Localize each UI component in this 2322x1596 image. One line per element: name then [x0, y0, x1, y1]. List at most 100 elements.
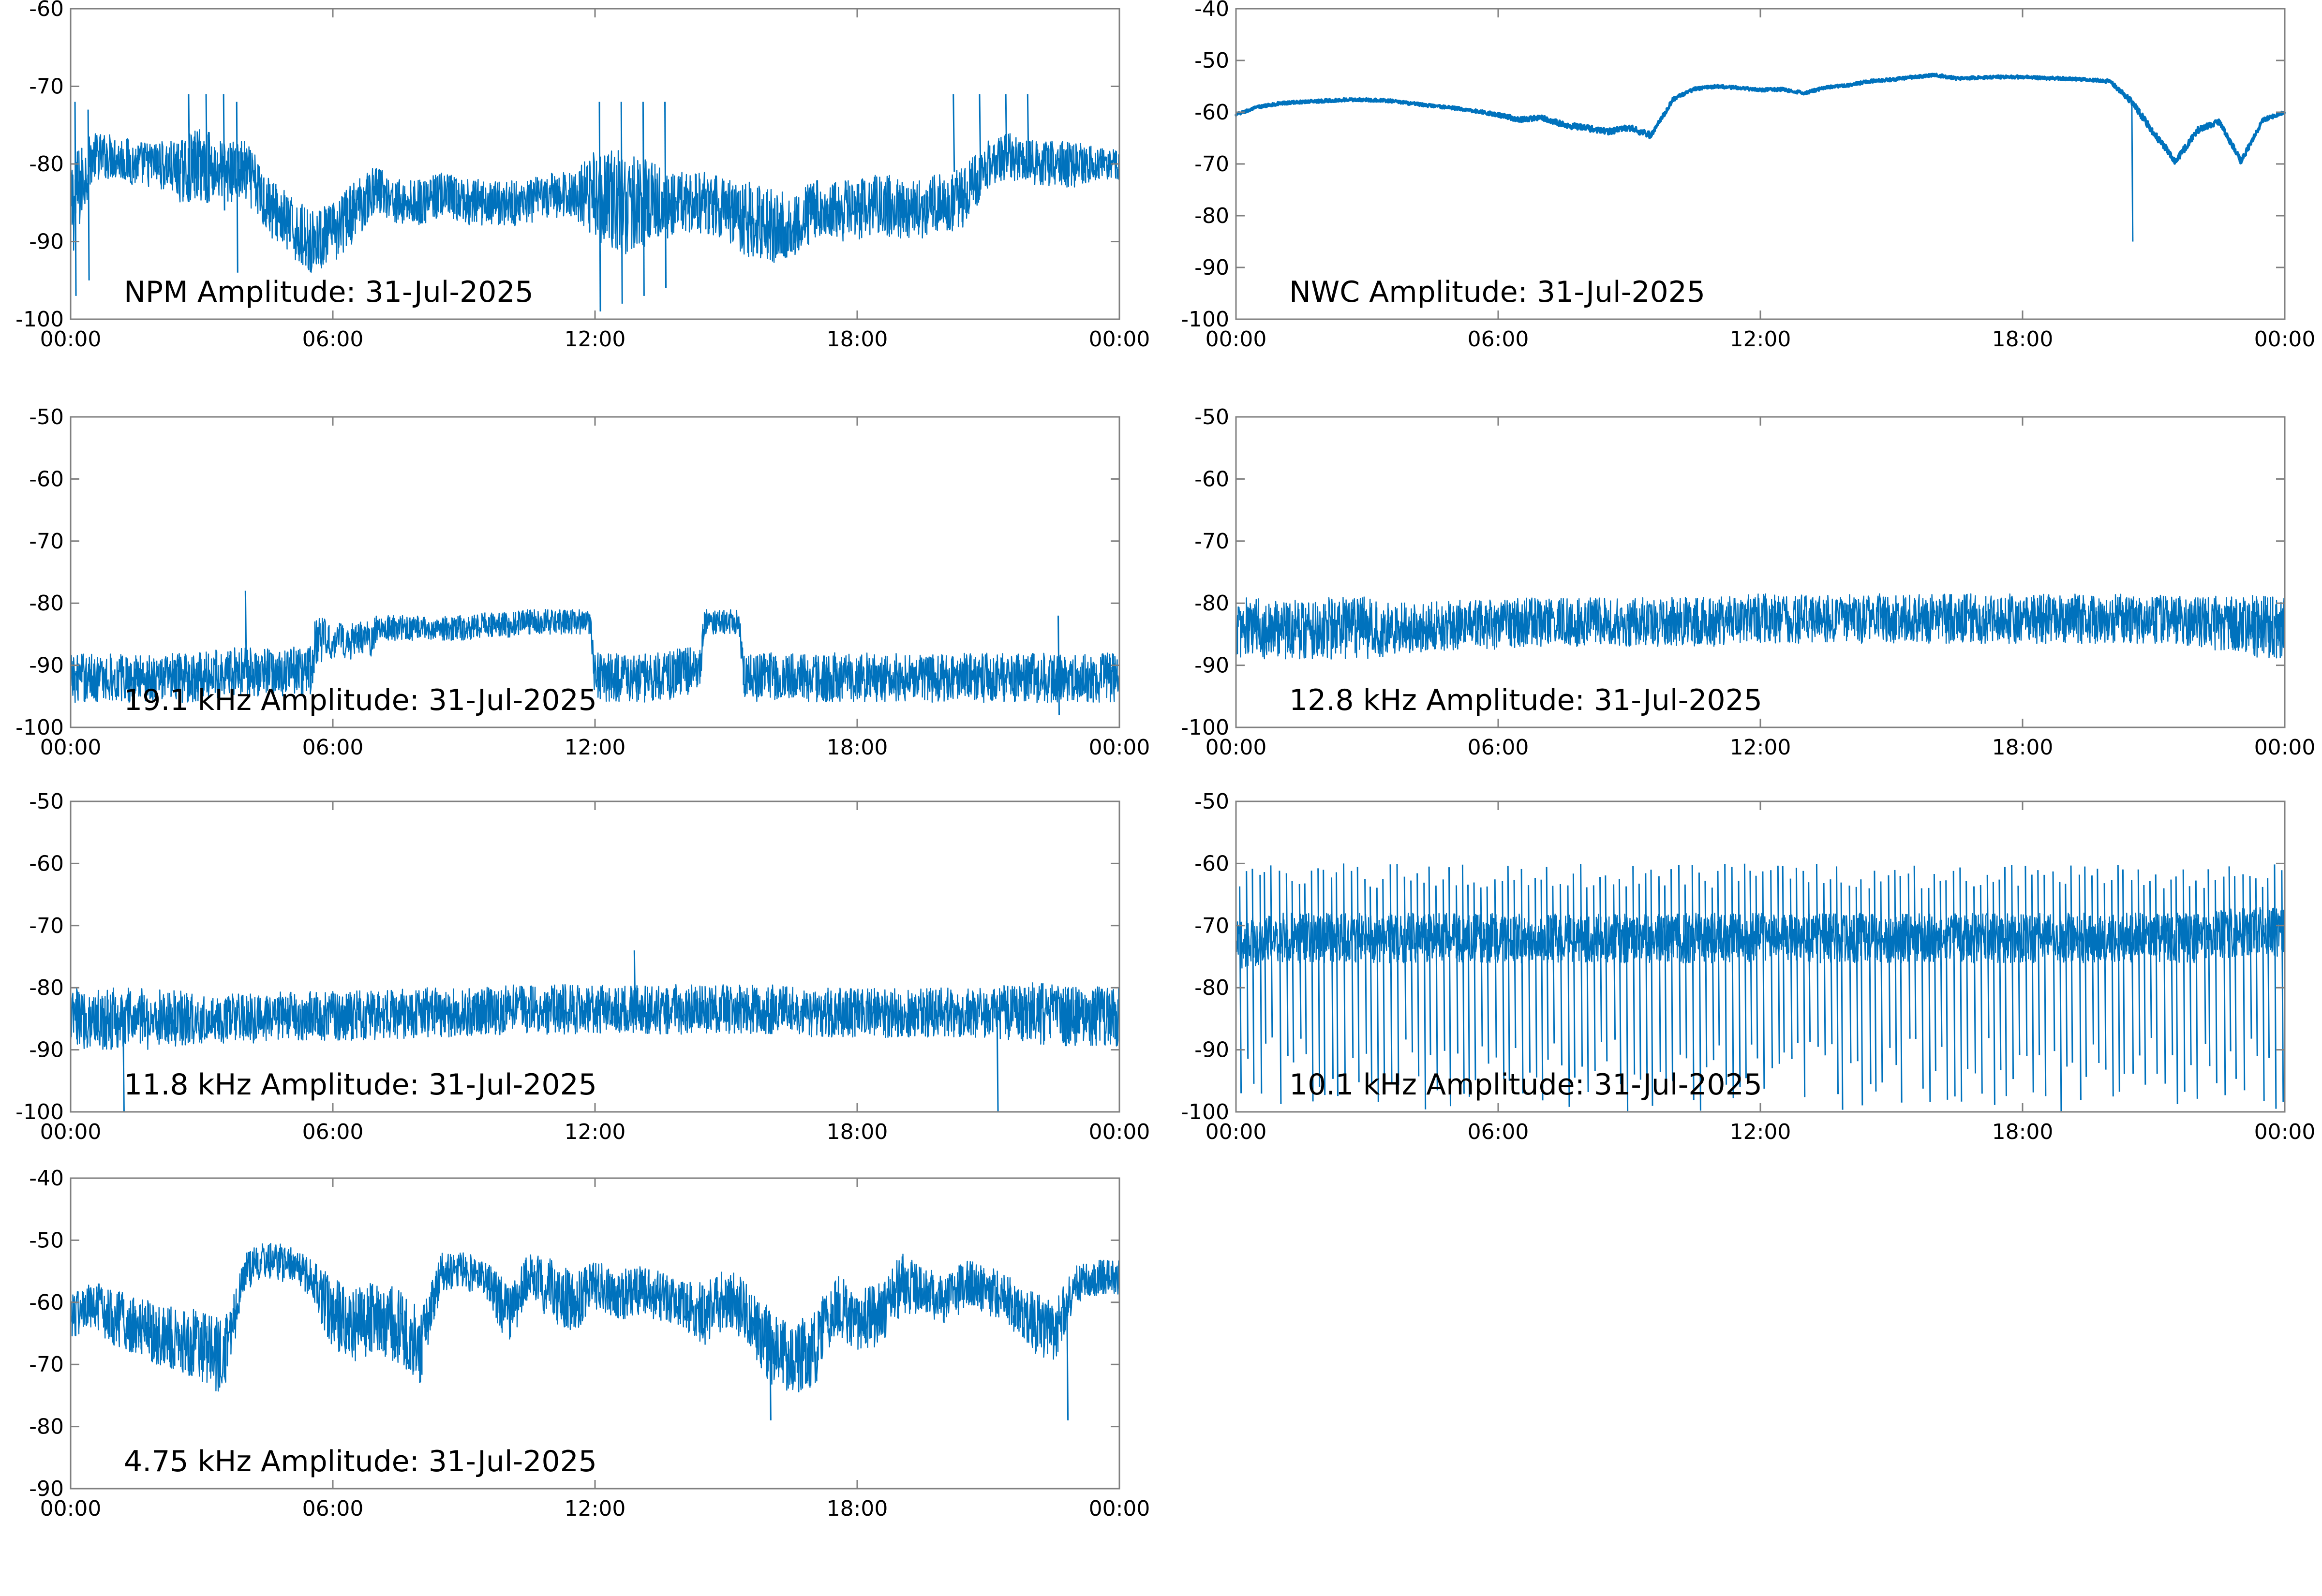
signal-line	[1235, 907, 2286, 969]
y-tick-label: -90	[29, 230, 64, 254]
signal-spike	[188, 94, 191, 195]
x-tick-label: 00:00	[2254, 735, 2316, 760]
signal-spike	[87, 109, 90, 281]
x-tick-label: 12:00	[565, 327, 626, 352]
panel-12-8-khz: 00:00 06:00 12:00 18:00 00:00 -50 -60 -70 -80 -90…	[1181, 405, 2315, 760]
signal-spike	[598, 102, 601, 311]
19-1-khz-panel-title: 19.1 kHz Amplitude: 31-Jul-2025	[124, 683, 597, 717]
signal-spike	[620, 102, 623, 304]
4-75-khz-panel-title: 4.75 kHz Amplitude: 31-Jul-2025	[124, 1445, 597, 1478]
y-tick-label: -50	[1194, 405, 1229, 429]
y-tick-label: -80	[1194, 204, 1229, 228]
signal-spike	[1027, 94, 1029, 172]
y-tick-label: -100	[15, 307, 64, 332]
x-tick-label: 00:00	[2254, 327, 2316, 352]
signal-spike	[236, 102, 238, 273]
x-tick-label: 12:00	[1730, 735, 1791, 760]
y-tick-label: -70	[29, 1352, 64, 1377]
y-tick-label: -90	[1194, 255, 1229, 280]
y-tick-label: -60	[29, 851, 64, 876]
signal-line	[70, 982, 1120, 1050]
x-tick-label: 18:00	[1992, 327, 2054, 352]
y-tick-label: -90	[29, 1477, 64, 1501]
signal-spike	[1057, 615, 1060, 715]
x-tick-label: 12:00	[565, 735, 626, 760]
y-tick-label: -80	[29, 975, 64, 1000]
x-tick-label: 18:00	[827, 327, 888, 352]
signal-spike	[1005, 94, 1008, 172]
signal-line	[70, 129, 1120, 273]
y-tick-label: -80	[29, 1415, 64, 1439]
x-tick-label: 18:00	[1992, 735, 2054, 760]
x-tick-label: 00:00	[2254, 1120, 2316, 1144]
y-tick-label: -100	[15, 1100, 64, 1124]
signal-spike	[979, 94, 982, 172]
panel-19-1-khz: 00:00 06:00 12:00 18:00 00:00 -50 -60 -70 -80 -90…	[15, 405, 1150, 760]
12-8-khz-axis-ticks: 00:00 06:00 12:00 18:00 00:00 -50 -60 -70 -80 -90…	[1181, 405, 2315, 760]
panel-npm: 00:00 06:00 12:00 18:00 00:00 -60 -70 -80 -90 -10…	[15, 0, 1150, 352]
x-tick-label: 06:00	[1468, 735, 1529, 760]
signal-line	[70, 1242, 1120, 1393]
x-tick-label: 00:00	[1089, 1496, 1150, 1521]
signal-spike	[223, 94, 225, 211]
y-tick-label: -70	[29, 914, 64, 938]
x-tick-label: 12:00	[565, 1120, 626, 1144]
y-tick-label: -40	[1194, 0, 1229, 21]
y-tick-label: -100	[15, 715, 64, 740]
12-8-khz-signal-trace	[1235, 593, 2286, 660]
y-tick-label: -90	[1194, 653, 1229, 678]
nwc-axis-ticks: 00:00 06:00 12:00 18:00 00:00 -40 -50 -60 -70 -80…	[1181, 0, 2315, 352]
signal-spike	[2131, 102, 2134, 242]
y-tick-label: -50	[29, 789, 64, 814]
10-1-khz-axis-ticks: 00:00 06:00 12:00 18:00 00:00 -50 -60 -70 -80 -90…	[1181, 789, 2315, 1144]
x-tick-label: 06:00	[1468, 1120, 1529, 1144]
signal-spike	[122, 1012, 125, 1112]
x-tick-label: 00:00	[40, 735, 102, 760]
y-tick-label: -50	[29, 405, 64, 429]
y-tick-label: -90	[29, 653, 64, 678]
y-tick-label: -60	[29, 0, 64, 21]
x-tick-label: 06:00	[302, 735, 364, 760]
signal-spike	[664, 102, 667, 288]
x-tick-label: 06:00	[302, 1120, 364, 1144]
x-tick-label: 00:00	[40, 1496, 102, 1521]
10-1-khz-signal-trace	[1235, 863, 2286, 1111]
x-tick-label: 00:00	[1206, 1120, 1267, 1144]
y-tick-label: -100	[1181, 715, 1229, 740]
y-tick-label: -40	[29, 1166, 64, 1191]
panel-11-8-khz: 00:00 06:00 12:00 18:00 00:00 -50 -60 -70 -80 -90…	[15, 789, 1150, 1144]
y-tick-label: -50	[1194, 48, 1229, 73]
4-75-khz-axis-ticks: 00:00 06:00 12:00 18:00 00:00 -40 -50 -60 -70 -80…	[29, 1166, 1150, 1521]
y-tick-label: -80	[29, 152, 64, 177]
y-tick-label: -80	[29, 591, 64, 616]
y-tick-label: -100	[1181, 1100, 1229, 1124]
11-8-khz-panel-title: 11.8 kHz Amplitude: 31-Jul-2025	[124, 1068, 597, 1102]
12-8-khz-axes-frame	[1235, 416, 2286, 728]
x-tick-label: 00:00	[1206, 735, 1267, 760]
signal-spike	[205, 94, 208, 203]
12-8-khz-panel-title: 12.8 kHz Amplitude: 31-Jul-2025	[1289, 683, 1762, 717]
y-tick-label: -50	[29, 1228, 64, 1253]
x-tick-label: 12:00	[1730, 327, 1791, 352]
y-tick-label: -60	[1194, 851, 1229, 876]
y-tick-label: -60	[29, 467, 64, 491]
y-tick-label: -60	[1194, 100, 1229, 125]
y-tick-label: -80	[1194, 591, 1229, 616]
panel-10-1-khz: 00:00 06:00 12:00 18:00 00:00 -50 -60 -70 -80 -90…	[1181, 789, 2315, 1144]
11-8-khz-axis-ticks: 00:00 06:00 12:00 18:00 00:00 -50 -60 -70 -80 -90…	[15, 789, 1150, 1144]
signal-spike	[244, 591, 247, 678]
10-1-khz-panel-title: 10.1 kHz Amplitude: 31-Jul-2025	[1289, 1068, 1762, 1102]
y-tick-label: -50	[1194, 789, 1229, 814]
x-tick-label: 18:00	[827, 1120, 888, 1144]
signal-line	[1235, 73, 2286, 165]
panel-nwc: 00:00 06:00 12:00 18:00 00:00 -40 -50 -60 -70 -80…	[1181, 0, 2315, 352]
signal-line	[1235, 593, 2286, 660]
y-tick-label: -100	[1181, 307, 1229, 332]
signal-bursts	[1239, 863, 2284, 1111]
11-8-khz-axes-frame	[70, 800, 1120, 1113]
x-tick-label: 00:00	[1089, 327, 1150, 352]
y-tick-label: -60	[1194, 467, 1229, 491]
npm-signal-trace	[70, 94, 1120, 311]
signal-spike	[996, 1012, 999, 1112]
